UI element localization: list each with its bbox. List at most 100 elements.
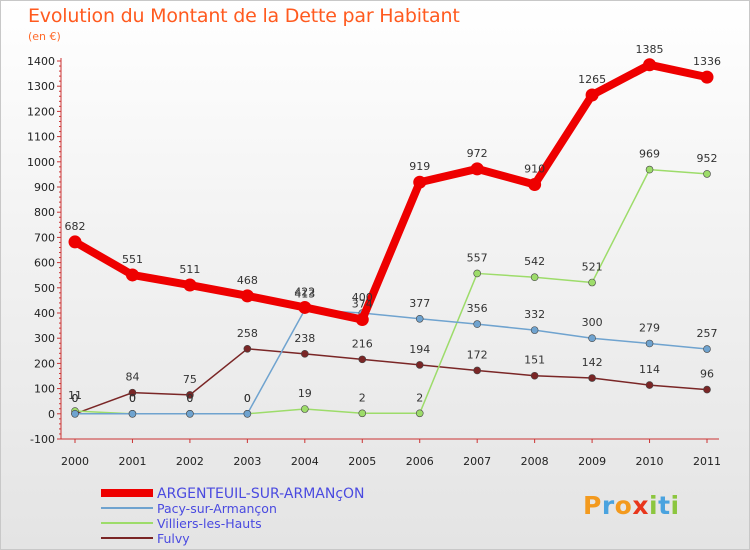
data-point xyxy=(355,313,369,327)
y-tick-label: 800 xyxy=(34,206,55,219)
data-label: 1385 xyxy=(636,43,664,56)
x-tick-label: 2006 xyxy=(406,455,434,468)
data-label: 257 xyxy=(697,327,718,340)
data-label: 413 xyxy=(294,288,315,301)
legend-label: Fulvy xyxy=(157,531,190,546)
data-point xyxy=(243,344,252,353)
data-point xyxy=(240,289,254,303)
data-point xyxy=(643,58,657,72)
data-label: 114 xyxy=(639,363,660,376)
data-point xyxy=(415,361,424,369)
data-point xyxy=(413,175,427,189)
data-label: 542 xyxy=(524,255,545,268)
data-label: 0 xyxy=(244,392,251,405)
data-label: 19 xyxy=(298,387,312,400)
data-label: 374 xyxy=(352,298,373,311)
data-label: 258 xyxy=(237,327,258,340)
logo-letter: i xyxy=(670,491,680,520)
series-line xyxy=(71,60,711,324)
data-label: 400 xyxy=(352,291,373,304)
y-tick-label: 1000 xyxy=(27,156,55,169)
y-tick-label: 1200 xyxy=(27,105,55,118)
y-tick-label: 400 xyxy=(34,307,55,320)
data-label: 1336 xyxy=(693,55,721,68)
data-label: 377 xyxy=(409,297,430,310)
data-label: 422 xyxy=(294,285,315,298)
logo-letter: x xyxy=(632,491,649,520)
data-label: 952 xyxy=(697,152,718,165)
data-label: 11 xyxy=(68,389,82,402)
x-tick-label: 2009 xyxy=(578,455,606,468)
data-label: 0 xyxy=(186,392,193,405)
data-label: 2 xyxy=(416,391,423,404)
data-label: 151 xyxy=(524,354,545,367)
x-tick-label: 2002 xyxy=(176,455,204,468)
y-tick-label: 0 xyxy=(48,408,55,421)
data-point xyxy=(703,385,711,394)
data-point xyxy=(588,278,596,287)
data-point xyxy=(473,320,481,328)
x-tick-label: 2005 xyxy=(348,455,376,468)
data-point xyxy=(186,409,194,418)
data-label: 557 xyxy=(467,251,488,264)
y-tick-label: 1300 xyxy=(27,80,55,93)
data-point xyxy=(588,334,596,343)
data-label: 0 xyxy=(186,392,193,405)
logo-letter: t xyxy=(658,491,671,520)
data-point xyxy=(298,300,312,314)
data-label: 142 xyxy=(582,356,603,369)
data-point xyxy=(530,273,539,282)
data-label: 96 xyxy=(700,368,714,381)
data-point xyxy=(301,350,309,358)
series-line xyxy=(74,168,708,415)
data-label: 551 xyxy=(122,253,143,266)
x-tick-label: 2007 xyxy=(463,455,491,468)
data-point xyxy=(703,170,711,178)
data-point xyxy=(645,165,654,174)
data-label: 0 xyxy=(129,392,136,405)
y-tick-label: 100 xyxy=(34,383,55,396)
logo-letter: i xyxy=(649,491,659,520)
data-label: 910 xyxy=(524,162,545,175)
data-label: 969 xyxy=(639,148,660,161)
x-tick-label: 2000 xyxy=(61,455,89,468)
data-label: 0 xyxy=(129,392,136,405)
data-label: 216 xyxy=(352,337,373,350)
data-point xyxy=(470,162,484,176)
x-tick-label: 2001 xyxy=(118,455,146,468)
data-point xyxy=(68,235,82,249)
data-label: 194 xyxy=(409,343,430,356)
data-point xyxy=(645,339,654,348)
chart-subtitle: (en €) xyxy=(28,30,61,43)
data-point xyxy=(588,374,596,382)
data-point xyxy=(585,88,599,102)
data-label: 0 xyxy=(72,392,79,405)
chart-title: Evolution du Montant de la Dette par Hab… xyxy=(28,5,460,27)
y-tick-label: 700 xyxy=(34,231,55,244)
data-label: 511 xyxy=(179,263,200,276)
data-label: 2 xyxy=(359,391,366,404)
data-label: 356 xyxy=(467,302,488,315)
legend-label: ARGENTEUIL-SUR-ARMANçON xyxy=(157,486,365,502)
data-label: 0 xyxy=(244,392,251,405)
data-point xyxy=(301,405,309,413)
data-label: 972 xyxy=(467,147,488,160)
series-line xyxy=(74,308,708,415)
data-label: 75 xyxy=(183,373,197,386)
data-label: 84 xyxy=(125,371,139,384)
y-tick-label: 500 xyxy=(34,282,55,295)
proxiti-logo: Proxiti xyxy=(583,491,680,520)
data-point xyxy=(128,388,137,397)
data-label: 919 xyxy=(409,160,430,173)
data-label: 172 xyxy=(467,348,488,361)
y-tick-label: 1400 xyxy=(27,55,55,68)
data-point xyxy=(645,381,654,389)
data-point xyxy=(473,366,481,375)
data-point xyxy=(358,355,367,364)
x-tick-label: 2008 xyxy=(521,455,549,468)
y-tick-label: 900 xyxy=(34,181,55,194)
x-tick-label: 2010 xyxy=(636,455,664,468)
data-point xyxy=(243,409,252,418)
